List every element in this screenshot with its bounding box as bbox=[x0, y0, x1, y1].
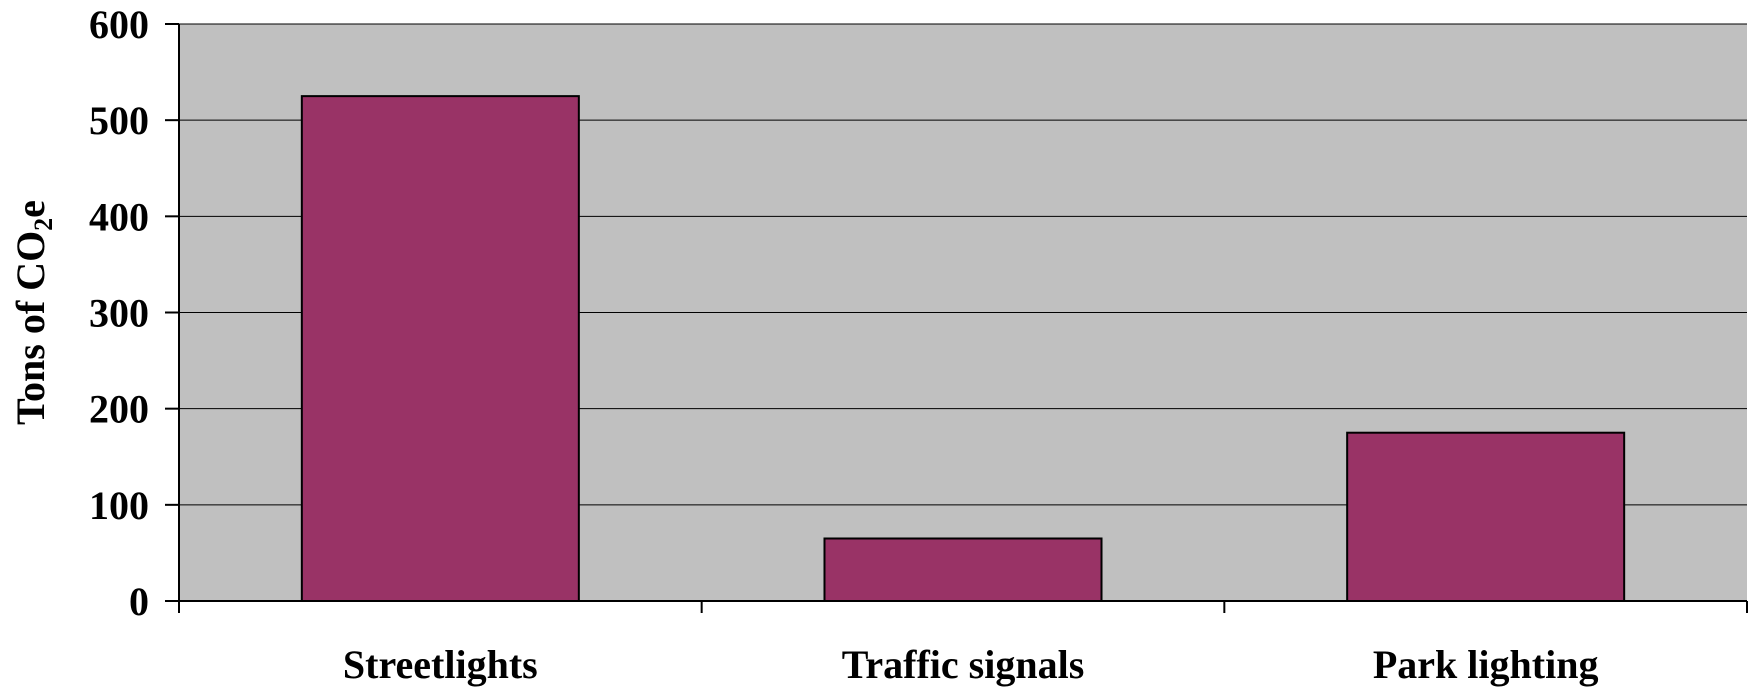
bars bbox=[300, 95, 1626, 603]
y-tick-label: 100 bbox=[89, 483, 149, 528]
x-axis: Streetlights Traffic signals Park lighting bbox=[178, 600, 1748, 687]
y-tick-label: 0 bbox=[129, 579, 149, 624]
bar-streetlights bbox=[300, 95, 580, 602]
bar-park-lighting bbox=[1346, 431, 1626, 603]
y-axis-title-subscript: 2 bbox=[29, 218, 58, 231]
y-tick-label: 400 bbox=[89, 194, 149, 239]
y-tick-label: 200 bbox=[89, 387, 149, 432]
x-category-label: Traffic signals bbox=[842, 642, 1085, 687]
y-axis: 0 100 200 300 400 500 600 bbox=[89, 2, 180, 624]
x-category-label: Streetlights bbox=[343, 642, 538, 687]
y-axis-title-suffix: e bbox=[8, 200, 53, 218]
y-tick-label: 300 bbox=[89, 291, 149, 336]
y-tick-label: 600 bbox=[89, 2, 149, 47]
y-axis-title-main: Tons of CO bbox=[8, 231, 53, 425]
y-tick-label: 500 bbox=[89, 98, 149, 143]
y-axis-title: Tons of CO2e bbox=[8, 200, 58, 425]
x-category-label: Park lighting bbox=[1373, 642, 1599, 687]
bar-traffic-signals bbox=[823, 537, 1103, 602]
